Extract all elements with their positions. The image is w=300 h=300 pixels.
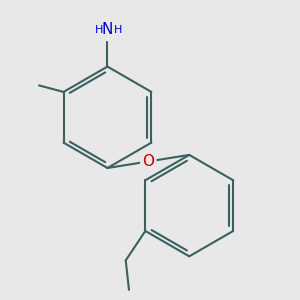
Text: O: O [142,154,154,169]
Text: H: H [114,26,122,35]
Text: N: N [102,22,113,37]
Text: H: H [95,26,103,35]
